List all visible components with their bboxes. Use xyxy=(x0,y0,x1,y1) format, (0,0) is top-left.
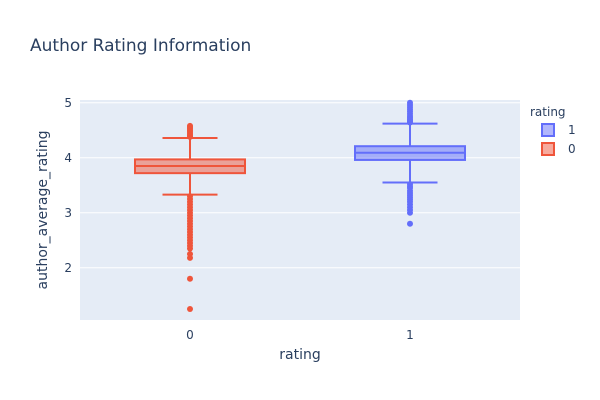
outlier-point xyxy=(187,275,193,282)
plot-background xyxy=(80,100,520,320)
legend-item-0[interactable]: 0 xyxy=(541,142,576,156)
legend-swatch xyxy=(541,123,555,137)
outlier-point xyxy=(187,122,193,129)
outlier-point xyxy=(187,306,193,312)
y-axis-ticks: 2 3 4 5 xyxy=(64,96,72,275)
legend-label: 1 xyxy=(568,123,576,137)
outlier-point xyxy=(187,245,193,252)
y-axis-title: author_average_rating xyxy=(35,131,51,290)
gridlines xyxy=(80,102,520,269)
y-tick-label: 3 xyxy=(64,206,72,220)
box-trace-1 xyxy=(354,99,466,227)
box-trace-0 xyxy=(134,122,246,312)
legend-label: 0 xyxy=(568,142,576,156)
x-tick-label: 1 xyxy=(406,328,414,342)
x-tick-label: 0 xyxy=(186,328,194,342)
y-tick-label: 2 xyxy=(64,261,72,275)
legend-item-1[interactable]: 1 xyxy=(541,123,576,137)
chart-title: Author Rating Information xyxy=(30,36,251,56)
y-tick-label: 5 xyxy=(64,96,72,110)
outlier-point xyxy=(407,220,413,227)
y-tick-label: 4 xyxy=(64,151,72,165)
legend: rating 1 0 xyxy=(530,105,576,156)
legend-swatch xyxy=(541,142,555,156)
legend-title: rating xyxy=(530,105,566,119)
x-axis-title: rating xyxy=(279,347,320,363)
box-traces xyxy=(134,99,466,312)
outlier-point xyxy=(407,99,413,106)
outlier-point xyxy=(407,209,413,216)
outlier-point xyxy=(187,254,193,261)
